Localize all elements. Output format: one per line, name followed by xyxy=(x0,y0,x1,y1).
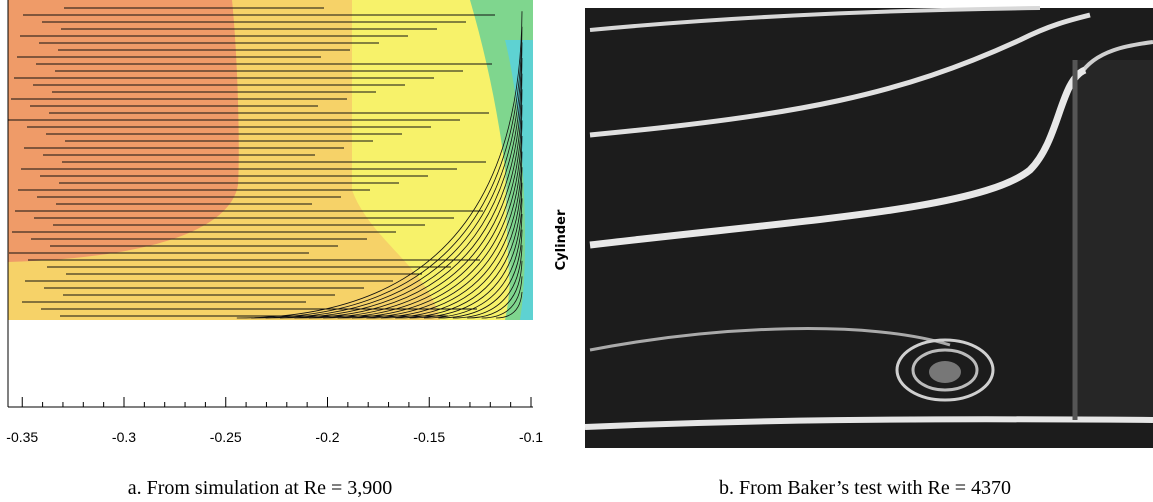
streamline xyxy=(351,135,523,319)
streamline xyxy=(495,291,523,319)
vortex-core xyxy=(929,361,961,383)
streamline xyxy=(467,260,523,319)
side-label: Cylinder xyxy=(554,209,569,270)
streamlines xyxy=(8,7,523,319)
cylinder-shadow xyxy=(1075,60,1153,420)
x-tick-label: -0.15 xyxy=(413,429,445,445)
streakline xyxy=(1078,40,1153,77)
streamline xyxy=(236,11,523,319)
vortex xyxy=(895,338,995,402)
streamline xyxy=(337,120,523,319)
photo xyxy=(584,6,1153,448)
x-tick-label: -0.1 xyxy=(519,429,543,445)
streamline xyxy=(308,89,523,319)
streamline xyxy=(423,213,523,319)
floor-line xyxy=(584,416,1153,430)
streamline xyxy=(294,73,523,319)
streamline xyxy=(395,182,523,319)
contour-orange xyxy=(8,0,239,262)
streakline xyxy=(589,6,1041,32)
streamline xyxy=(481,276,523,319)
photo-background xyxy=(585,8,1153,448)
streakline xyxy=(589,327,951,352)
contour-cyan xyxy=(505,40,533,320)
x-ticks: -0.35 -0.3 -0.25 -0.2 -0.15 -0.1 xyxy=(6,397,543,445)
streamline xyxy=(323,104,523,319)
contour-field xyxy=(8,0,533,320)
x-tick-label: -0.3 xyxy=(112,429,136,445)
streamline xyxy=(438,229,523,319)
caption-a: a. From simulation at Re = 3,900 xyxy=(128,477,393,499)
streamline xyxy=(409,198,523,319)
streamline xyxy=(452,245,523,319)
streamline xyxy=(380,167,523,319)
streamline xyxy=(279,57,523,319)
x-tick-label: -0.25 xyxy=(210,429,242,445)
streakline xyxy=(589,66,1087,249)
x-tick-label: -0.35 xyxy=(6,429,38,445)
streamline xyxy=(366,151,523,319)
streakline xyxy=(589,12,1091,138)
vortex xyxy=(911,348,979,392)
streamline xyxy=(265,42,523,319)
x-tick-label: -0.2 xyxy=(315,429,339,445)
caption-b: b. From Baker’s test with Re = 4370 xyxy=(719,477,1011,499)
streamline xyxy=(251,26,523,319)
